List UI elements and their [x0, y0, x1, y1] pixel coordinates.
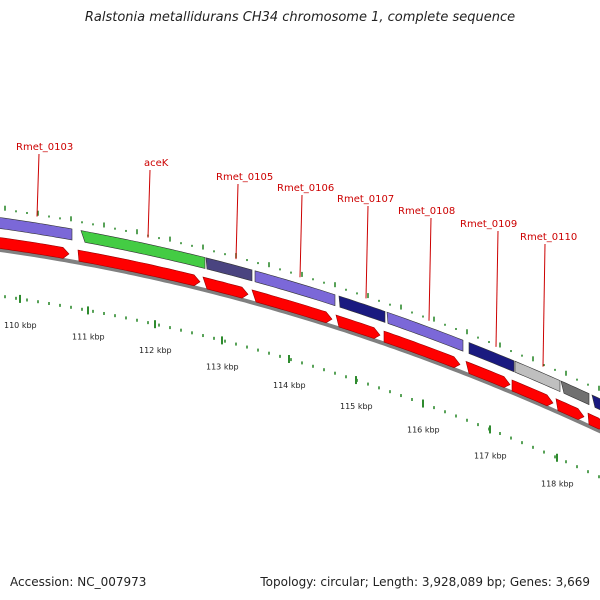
- gene-leader-line: [235, 183, 239, 260]
- gene-block-0: [0, 217, 73, 241]
- gene-label: Rmet_0110: [520, 232, 577, 243]
- kbp-label: 116 kbp: [407, 426, 440, 435]
- gene-block-6: [468, 342, 515, 373]
- kbp-label: 111 kbp: [72, 332, 105, 341]
- cds-arrow-0: [0, 237, 70, 259]
- cds-arrow-3: [251, 289, 333, 324]
- cds-arrow-6: [465, 360, 511, 388]
- gene-leader-line: [147, 169, 151, 238]
- kbp-label: 110 kbp: [4, 321, 37, 330]
- gene-block-9: [591, 394, 600, 411]
- gene-block-7: [514, 360, 561, 393]
- chromosome-backbone: [0, 247, 600, 434]
- cds-arrow-5: [383, 330, 461, 369]
- cds-arrow-2: [202, 276, 249, 299]
- gene-leader-line: [36, 153, 40, 217]
- accession-text: Accession: NC_007973: [10, 575, 147, 589]
- gene-block-5: [386, 311, 464, 352]
- kbp-label: 117 kbp: [474, 451, 507, 460]
- gene-label: Rmet_0105: [216, 172, 273, 183]
- kbp-label: 114 kbp: [273, 381, 306, 390]
- gene-block-8: [560, 380, 590, 406]
- cds-arrow-7: [511, 379, 554, 407]
- gene-label: Rmet_0107: [337, 194, 394, 205]
- gene-block-1: [80, 230, 206, 269]
- gene-label: Rmet_0103: [16, 142, 73, 153]
- kbp-label: 115 kbp: [340, 402, 373, 411]
- cds-arrow-8: [555, 398, 585, 420]
- kbp-label: 113 kbp: [206, 362, 239, 371]
- cds-arrow-4: [335, 314, 381, 339]
- gene-block-3: [254, 270, 336, 307]
- gene-block-2: [205, 257, 253, 282]
- gene-block-4: [338, 295, 386, 323]
- cds-arrow-1: [77, 249, 201, 287]
- gene-leader-line: [495, 230, 499, 347]
- genome-summary-text: Topology: circular; Length: 3,928,089 bp…: [260, 575, 590, 589]
- kbp-label: 112 kbp: [139, 346, 172, 355]
- gene-leader-line: [542, 243, 546, 367]
- gene-label: Rmet_0106: [277, 183, 334, 194]
- gene-leader-line: [365, 205, 369, 299]
- gene-leader-line: [428, 217, 432, 321]
- map-title: Ralstonia metallidurans CH34 chromosome …: [84, 10, 516, 25]
- gene-label: Rmet_0108: [398, 206, 455, 217]
- gene-label: Rmet_0109: [460, 219, 517, 230]
- gene-leader-line: [299, 194, 303, 278]
- cds-arrow-9: [587, 412, 600, 430]
- kbp-label: 118 kbp: [541, 480, 574, 489]
- gene-label: aceK: [144, 158, 169, 169]
